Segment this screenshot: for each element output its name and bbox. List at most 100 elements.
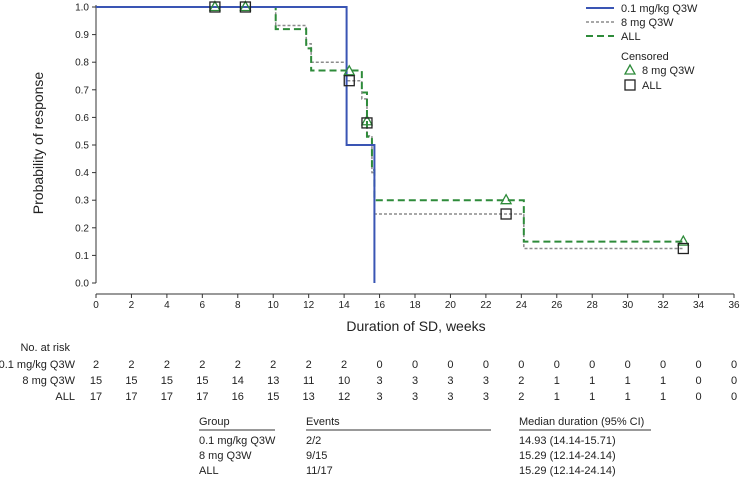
risk-cell: 17	[161, 391, 173, 403]
risk-cell: 0	[695, 359, 701, 371]
risk-cell: 14	[232, 375, 244, 387]
y-axis-label: Probability of response	[30, 72, 46, 215]
y-tick-label: 0.1	[75, 251, 89, 262]
risk-cell: 1	[554, 391, 560, 403]
risk-cell: 2	[518, 375, 524, 387]
summary-cell: 8 mg Q3W	[199, 450, 252, 462]
risk-cell: 10	[338, 375, 350, 387]
risk-cell: 2	[93, 359, 99, 371]
x-tick-label: 12	[303, 300, 315, 311]
x-tick-label: 20	[445, 300, 457, 311]
risk-cell: 3	[412, 375, 418, 387]
legend-label-2: ALL	[621, 31, 641, 43]
y-tick-label: 0.2	[75, 223, 89, 234]
summary-cell: 0.1 mg/kg Q3W	[199, 435, 276, 447]
y-tick-label: 1.0	[75, 3, 89, 14]
summary-cell: 14.93 (14.14-15.71)	[519, 435, 616, 447]
risk-cell: 2	[199, 359, 205, 371]
x-tick-label: 28	[587, 300, 599, 311]
censor-marker-triangle	[239, 0, 252, 12]
censor-marker-square	[500, 208, 512, 220]
risk-row-label: 0.1 mg/kg Q3W	[0, 359, 76, 371]
x-tick-label: 10	[268, 300, 280, 311]
censor-marker-triangle	[208, 0, 222, 12]
y-tick-label: 0.6	[75, 113, 89, 124]
legend-square-icon	[624, 79, 636, 91]
risk-cell: 3	[376, 375, 382, 387]
x-tick-label: 32	[658, 300, 670, 311]
risk-cell: 13	[267, 375, 279, 387]
summary-cell: ALL	[199, 465, 219, 477]
risk-cell: 0	[695, 391, 701, 403]
risk-cell: 2	[270, 359, 276, 371]
risk-cell: 2	[235, 359, 241, 371]
risk-row-label: ALL	[55, 391, 75, 403]
censor-marker-square	[209, 1, 221, 13]
risk-cell: 3	[412, 391, 418, 403]
risk-cell: 0	[412, 359, 418, 371]
risk-cell: 0	[660, 359, 666, 371]
legend-censored-label-0: 8 mg Q3W	[642, 65, 695, 77]
x-tick-label: 6	[200, 300, 206, 311]
risk-cell: 0	[625, 359, 631, 371]
risk-cell: 3	[447, 391, 453, 403]
series-line-0	[96, 6, 376, 283]
x-tick-label: 24	[516, 300, 528, 311]
risk-cell: 1	[660, 391, 666, 403]
risk-table: No. at risk 0.1 mg/kg Q3W 2 2 2 2 2 2 2 2 0 0 0 0 0 0 0…	[0, 342, 737, 403]
x-tick-label: 26	[551, 300, 563, 311]
y-tick-label: 0.5	[75, 141, 89, 152]
risk-cell: 11	[303, 375, 314, 387]
risk-cell: 0	[731, 375, 737, 387]
axes: 0 2 4 6 8 10 12 14 16 18 20 22 24 26 28 30 32 34 360.00.10…	[75, 3, 740, 312]
censor-marker-triangle	[343, 64, 356, 76]
risk-cell: 17	[196, 391, 208, 403]
legend-triangle-icon	[623, 63, 637, 75]
summary-cell: 15.29 (12.14-24.14)	[519, 450, 616, 462]
risk-cell: 0	[695, 375, 701, 387]
risk-cell: 13	[303, 391, 315, 403]
risk-cell: 2	[164, 359, 170, 371]
risk-cell: 2	[341, 359, 347, 371]
risk-cell: 0	[518, 359, 524, 371]
y-tick-label: 0.4	[75, 168, 89, 179]
risk-cell: 1	[589, 391, 595, 403]
legend-label-0: 0.1 mg/kg Q3W	[621, 3, 698, 15]
risk-cell: 3	[483, 391, 489, 403]
x-tick-label: 8	[235, 300, 241, 311]
risk-cell: 3	[447, 375, 453, 387]
risk-cell: 0	[376, 359, 382, 371]
censor-marker-square	[343, 75, 355, 87]
summary-cell: 11/17	[306, 465, 333, 477]
risk-cell: 0	[731, 359, 737, 371]
risk-cell: 17	[125, 391, 137, 403]
risk-table-title: No. at risk	[20, 342, 70, 354]
legend-label-1: 8 mg Q3W	[621, 17, 674, 29]
risk-cell: 0	[483, 359, 489, 371]
legend-censored-label-1: ALL	[642, 80, 662, 92]
risk-row-label: 8 mg Q3W	[22, 375, 75, 387]
summary-cell: 2/2	[306, 435, 321, 447]
risk-cell: 1	[660, 375, 666, 387]
risk-cell: 15	[267, 391, 279, 403]
risk-cell: 2	[306, 359, 312, 371]
risk-cell: 15	[90, 375, 102, 387]
x-tick-label: 34	[693, 300, 705, 311]
risk-cell: 0	[447, 359, 453, 371]
summary-cell: 9/15	[306, 450, 327, 462]
legend: 0.1 mg/kg Q3W 8 mg Q3W ALL Censored 8 mg…	[586, 3, 698, 92]
x-tick-label: 14	[339, 300, 351, 311]
risk-cell: 1	[589, 375, 595, 387]
censor-marker-triangle	[677, 234, 690, 246]
risk-cell: 15	[196, 375, 208, 387]
censor-marker-triangle	[360, 114, 374, 126]
summary-header: Median duration (95% CI)	[519, 416, 644, 428]
x-tick-label: 36	[728, 300, 740, 311]
censor-marker-square	[361, 117, 373, 129]
summary-header: Group	[199, 416, 230, 428]
y-tick-label: 0.3	[75, 196, 89, 207]
risk-cell: 1	[554, 375, 560, 387]
y-tick-label: 0.7	[75, 85, 89, 96]
risk-cell: 1	[625, 375, 631, 387]
